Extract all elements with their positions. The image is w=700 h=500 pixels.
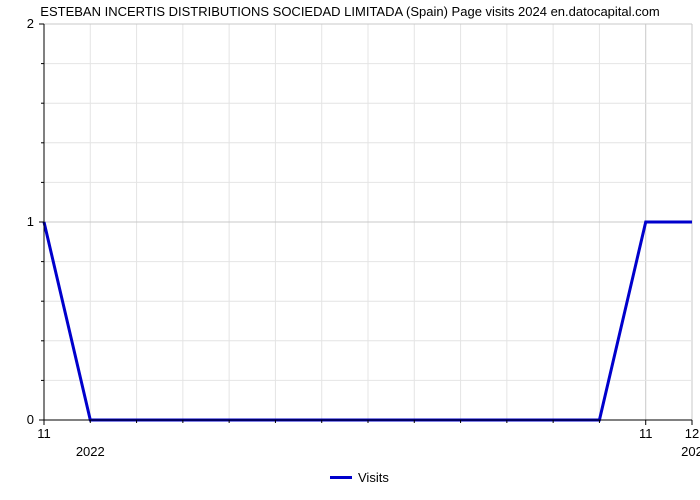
x-tick-label: 11 [626, 426, 666, 441]
chart-container: ESTEBAN INCERTIS DISTRIBUTIONS SOCIEDAD … [0, 0, 700, 500]
chart-title: ESTEBAN INCERTIS DISTRIBUTIONS SOCIEDAD … [0, 4, 700, 19]
legend: Visits [330, 470, 389, 485]
legend-label: Visits [358, 470, 389, 485]
x-tick-label: 12 [672, 426, 700, 441]
x-sublabel: 202 [667, 444, 700, 459]
y-tick-label: 0 [0, 412, 34, 427]
legend-swatch [330, 476, 352, 479]
plot-area [44, 24, 692, 420]
x-tick-label: 11 [24, 426, 64, 441]
y-tick-label: 2 [0, 16, 34, 31]
x-sublabel: 2022 [65, 444, 115, 459]
y-tick-label: 1 [0, 214, 34, 229]
chart-svg [44, 24, 692, 420]
